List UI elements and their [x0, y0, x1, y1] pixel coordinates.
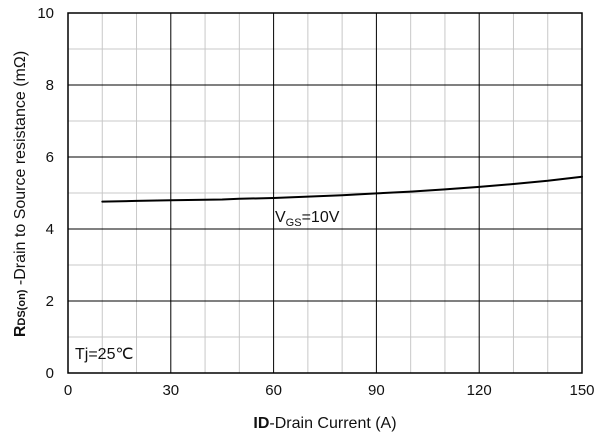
x-tick-label: 90	[368, 382, 385, 399]
temperature-annotation: Tj=25℃	[75, 346, 133, 363]
x-axis-title-rest: -Drain Current (A)	[269, 415, 396, 432]
y-tick-label: 0	[46, 365, 54, 382]
y-axis-title: RDS(on) -Drain to Source resistance (mΩ)	[12, 51, 29, 337]
x-axis-title-bold: ID	[253, 415, 269, 432]
x-tick-label: 0	[64, 382, 72, 399]
y-tick-label: 10	[37, 5, 54, 22]
x-axis-title: ID-Drain Current (A)	[253, 415, 396, 432]
plot-frame	[67, 12, 583, 374]
y-axis-title-bold-main: R	[12, 325, 29, 337]
y-tick-label: 4	[46, 221, 54, 238]
x-tick-label: 60	[265, 382, 282, 399]
x-tick-label: 150	[569, 382, 594, 399]
y-axis-title-rest: -Drain to Source resistance (mΩ)	[12, 51, 29, 290]
x-tick-label: 30	[162, 382, 179, 399]
y-tick-label: 2	[46, 293, 54, 310]
x-tick-labels: 0 30 60 90 120 150	[64, 382, 595, 399]
series-label-sub: GS	[286, 217, 302, 229]
series-label-main: V	[275, 209, 286, 226]
series-label-vgs: VGS=10V	[275, 209, 340, 229]
y-axis-title-bold-sub: DS(on)	[16, 289, 28, 325]
series-layer	[101, 175, 583, 203]
minor-gridlines	[68, 13, 582, 373]
series-label-rest: =10V	[302, 209, 340, 226]
x-tick-label: 120	[467, 382, 492, 399]
y-tick-label: 8	[46, 77, 54, 94]
y-tick-labels: 0 2 4 6 8 10	[37, 5, 54, 382]
y-tick-label: 6	[46, 149, 54, 166]
series-line-vgs-10v	[101, 175, 583, 203]
